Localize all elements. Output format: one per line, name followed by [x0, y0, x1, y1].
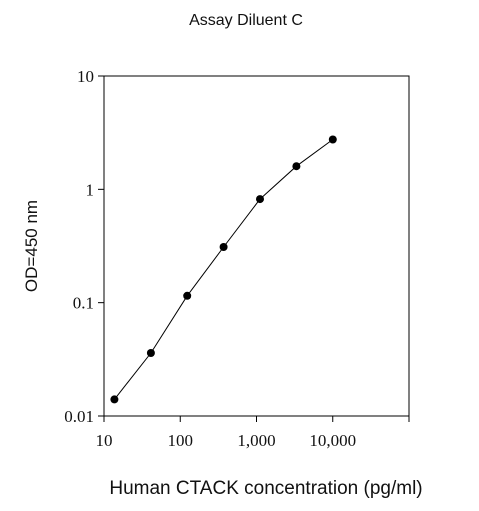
- x-axis-label: Human CTACK concentration (pg/ml): [109, 478, 422, 499]
- chart-title: Assay Diluent C: [189, 12, 303, 29]
- x-axis: 10 100 1,000 10,000: [96, 416, 410, 450]
- data-point: [292, 162, 301, 171]
- y-tick-label: 0.1: [73, 294, 94, 313]
- y-tick-label: 0.01: [64, 407, 94, 426]
- data-point: [328, 135, 337, 144]
- x-tick-label: 100: [168, 431, 194, 450]
- series-line: [114, 139, 334, 400]
- data-point: [219, 243, 228, 251]
- x-tick-label: 10: [96, 431, 113, 450]
- data-point: [183, 291, 192, 300]
- data-point: [110, 395, 119, 404]
- plot-area: [103, 75, 410, 417]
- data-point: [146, 349, 155, 357]
- y-axis-label: OD=450 nm: [22, 200, 41, 292]
- y-tick-label: 1: [86, 180, 95, 199]
- y-axis: 0.01 0.1 1 10: [64, 67, 104, 426]
- x-tick-label: 1,000: [237, 431, 275, 450]
- data-points: [110, 135, 337, 404]
- y-tick-label: 10: [77, 67, 94, 86]
- x-tick-label: 10,000: [309, 431, 356, 450]
- data-point: [256, 195, 264, 204]
